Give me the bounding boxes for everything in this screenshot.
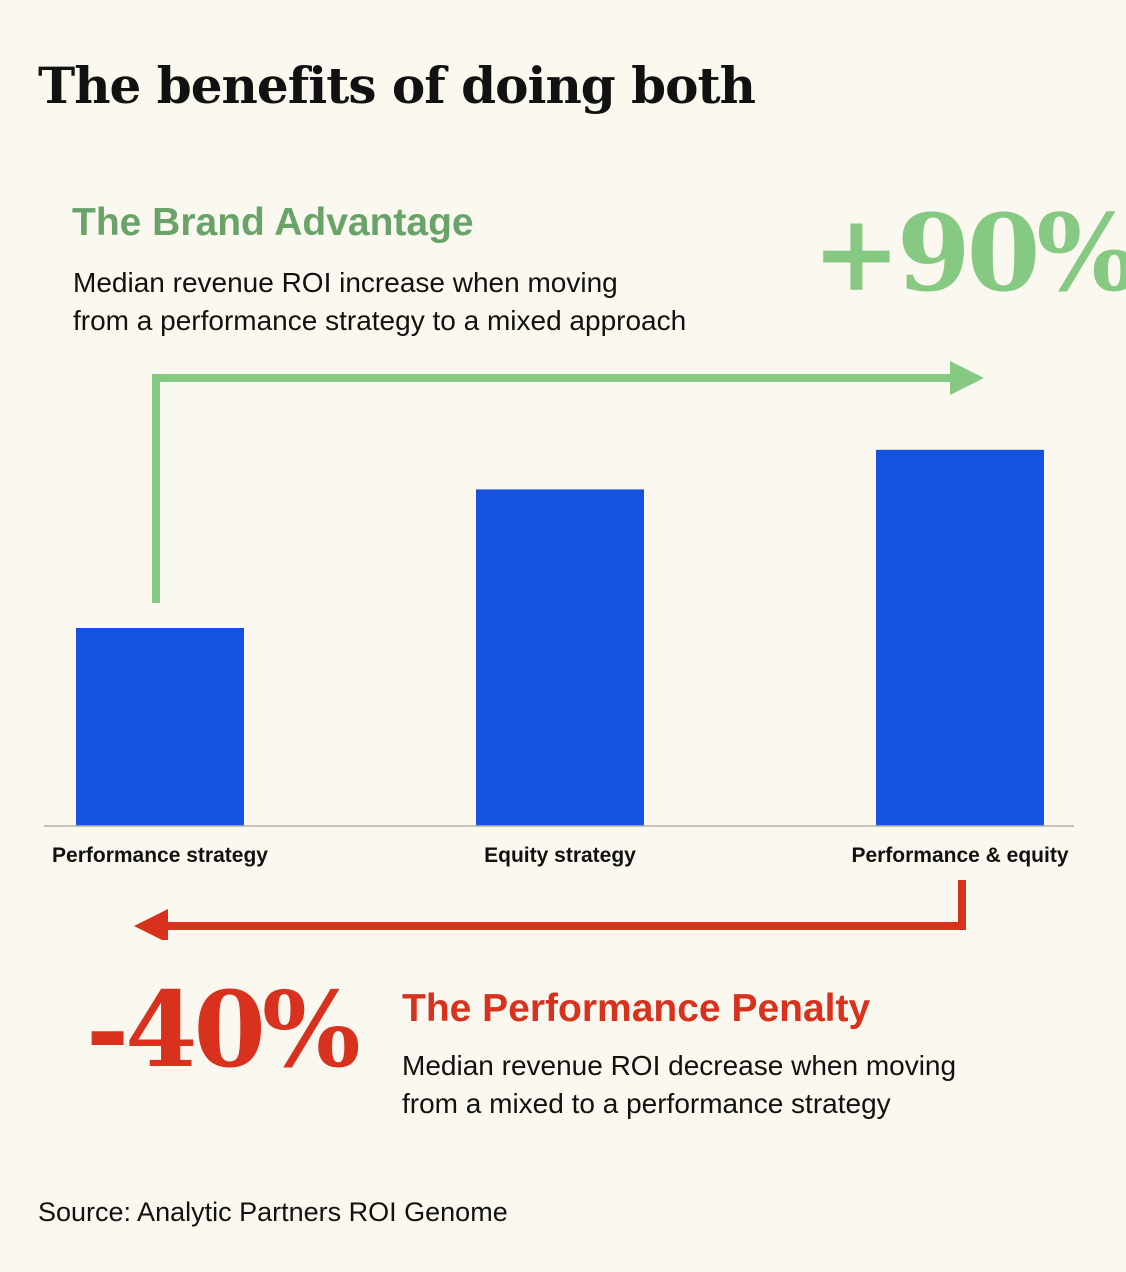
bar-chart: Performance strategy Equity strategy Perfo… [44,361,1074,940]
performance-penalty-arrowhead [134,909,168,940]
bar-1 [76,628,244,826]
x-tick-label: Equity strategy [484,844,636,867]
bar-2 [476,489,644,826]
x-tick-label: Performance strategy [52,844,268,867]
brand-advantage-description: Median revenue ROI increase when moving … [73,264,686,340]
brand-advantage-value: +90% [812,190,1126,315]
performance-penalty-desc-line1: Median revenue ROI decrease when moving [402,1050,957,1081]
brand-advantage-arrow-line [152,374,952,603]
brand-advantage-desc-line1: Median revenue ROI increase when moving [73,267,618,298]
performance-penalty-description: Median revenue ROI decrease when moving … [402,1047,956,1123]
source-note: Source: Analytic Partners ROI Genome [38,1197,508,1227]
performance-penalty-heading: The Performance Penalty [402,987,871,1030]
x-tick-labels: Performance strategy Equity strategy Perfo… [52,844,1069,867]
bar-3 [876,449,1044,826]
x-tick-label: Performance & equity [851,844,1068,867]
performance-penalty-value: -40% [86,968,361,1091]
bars-layer [76,449,1044,826]
brand-advantage-desc-line2: from a performance strategy to a mixed a… [73,305,687,336]
chart-title: The benefits of doing both [38,56,756,115]
brand-advantage-arrowhead [950,361,984,395]
performance-penalty-desc-line2: from a mixed to a performance strategy [402,1088,891,1119]
brand-advantage-heading: The Brand Advantage [72,201,474,244]
performance-penalty-arrow-line [166,880,966,930]
arrows-layer [134,361,984,940]
